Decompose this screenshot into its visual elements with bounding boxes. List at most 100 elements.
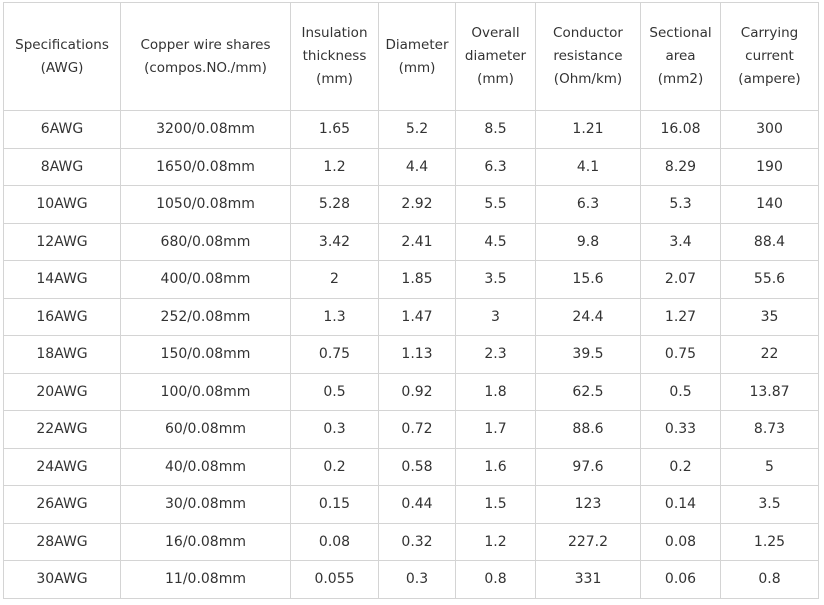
table-cell: 24.4 [535,297,641,336]
header-line: (mm2) [657,71,704,87]
header-line: Carrying [740,25,799,41]
table-cell: 3.5 [720,485,819,524]
table-cell: 13.87 [720,372,819,411]
header-line: Overall [471,25,520,41]
table-cell: 9.8 [535,222,641,261]
table-cell: 4.5 [455,222,536,261]
table-cell: 16AWG [3,297,121,336]
table-cell: 6.3 [455,147,536,186]
table-cell: 39.5 [535,335,641,374]
table-cell: 20AWG [3,372,121,411]
table-cell: 0.8 [720,560,819,599]
table-row: 30AWG 11/0.08mm 0.055 0.3 0.8 331 0.06 0.8 [3,560,819,599]
table-row: 10AWG 1050/0.08mm 5.28 2.92 5.5 6.3 5.3 140 [3,185,819,224]
table-cell: 0.5 [640,372,721,411]
table-cell: 0.2 [640,447,721,486]
table-cell: 0.14 [640,485,721,524]
header-cell: Copper wire shares (compos.NO./mm) [120,2,291,111]
table-cell: 18AWG [3,335,121,374]
table-cell: 30AWG [3,560,121,599]
table-cell: 0.08 [290,522,379,561]
header-line: resistance [553,48,623,64]
table-body: 6AWG 3200/0.08mm 1.65 5.2 8.5 1.21 16.08 300 8AW… [3,110,819,599]
table-cell: 140 [720,185,819,224]
table-row: 20AWG 100/0.08mm 0.5 0.92 1.8 62.5 0.5 13.87 [3,372,819,411]
table-cell: 300 [720,110,819,149]
table-cell: 0.15 [290,485,379,524]
table-cell: 2.41 [378,222,456,261]
table-cell: 0.3 [290,410,379,449]
table-cell: 1.7 [455,410,536,449]
header-line: (compos.NO./mm) [144,59,267,76]
table-cell: 1.2 [290,147,379,186]
table-cell: 1.5 [455,485,536,524]
table-cell: 1050/0.08mm [120,185,291,224]
table-cell: 35 [720,297,819,336]
header-cell: Specifications (AWG) [3,2,121,111]
table-row: 24AWG 40/0.08mm 0.2 0.58 1.6 97.6 0.2 5 [3,447,819,486]
table-cell: 2 [290,260,379,299]
header-line: (mm) [477,71,514,87]
table-cell: 0.32 [378,522,456,561]
header-cell: Conductor resistance (Ohm/km) [535,2,641,111]
table-cell: 3.4 [640,222,721,261]
header-cell: Carrying current (ampere) [720,2,819,111]
table-cell: 0.8 [455,560,536,599]
table-cell: 5.28 [290,185,379,224]
table-cell: 14AWG [3,260,121,299]
table-cell: 24AWG [3,447,121,486]
table-row: 6AWG 3200/0.08mm 1.65 5.2 8.5 1.21 16.08 300 [3,110,819,149]
header-line: (mm) [398,59,436,76]
table-cell: 0.2 [290,447,379,486]
table-cell: 0.72 [378,410,456,449]
table-cell: 1.65 [290,110,379,149]
table-cell: 227.2 [535,522,641,561]
table-cell: 88.4 [720,222,819,261]
table-cell: 3 [455,297,536,336]
header-cell: Insulation thickness (mm) [290,2,379,111]
table-cell: 26AWG [3,485,121,524]
header-cell: Overall diameter (mm) [455,2,536,111]
header-line: (mm) [316,71,353,87]
header-line: Copper wire shares [140,36,271,53]
header-line: Specifications [15,36,109,53]
table-cell: 8.73 [720,410,819,449]
table-cell: 1.2 [455,522,536,561]
table-cell: 0.75 [290,335,379,374]
table-cell: 5.2 [378,110,456,149]
table-row: 14AWG 400/0.08mm 2 1.85 3.5 15.6 2.07 55.6 [3,260,819,299]
table-row: 16AWG 252/0.08mm 1.3 1.47 3 24.4 1.27 35 [3,297,819,336]
table-cell: 0.5 [290,372,379,411]
table-cell: 30/0.08mm [120,485,291,524]
table-cell: 88.6 [535,410,641,449]
header-line: current [745,48,794,64]
header-line: Insulation [301,25,368,41]
table-cell: 0.055 [290,560,379,599]
spec-table: Specifications (AWG) Copper wire shares (co… [3,2,819,599]
table-cell: 11/0.08mm [120,560,291,599]
table-cell: 16.08 [640,110,721,149]
table-cell: 5.3 [640,185,721,224]
table-cell: 1.25 [720,522,819,561]
table-cell: 4.1 [535,147,641,186]
table-cell: 1.6 [455,447,536,486]
table-cell: 3.5 [455,260,536,299]
table-cell: 5.5 [455,185,536,224]
table-cell: 190 [720,147,819,186]
table-row: 12AWG 680/0.08mm 3.42 2.41 4.5 9.8 3.4 88.4 [3,222,819,261]
table-cell: 8AWG [3,147,121,186]
table-cell: 4.4 [378,147,456,186]
header-line: (AWG) [40,59,84,76]
table-cell: 0.33 [640,410,721,449]
table-cell: 150/0.08mm [120,335,291,374]
table-cell: 3.42 [290,222,379,261]
table-cell: 2.07 [640,260,721,299]
table-cell: 252/0.08mm [120,297,291,336]
header-cell: Diameter (mm) [378,2,456,111]
table-cell: 1.85 [378,260,456,299]
header-row: Specifications (AWG) Copper wire shares (co… [3,2,819,111]
table-cell: 62.5 [535,372,641,411]
table-cell: 5 [720,447,819,486]
table-cell: 1.27 [640,297,721,336]
